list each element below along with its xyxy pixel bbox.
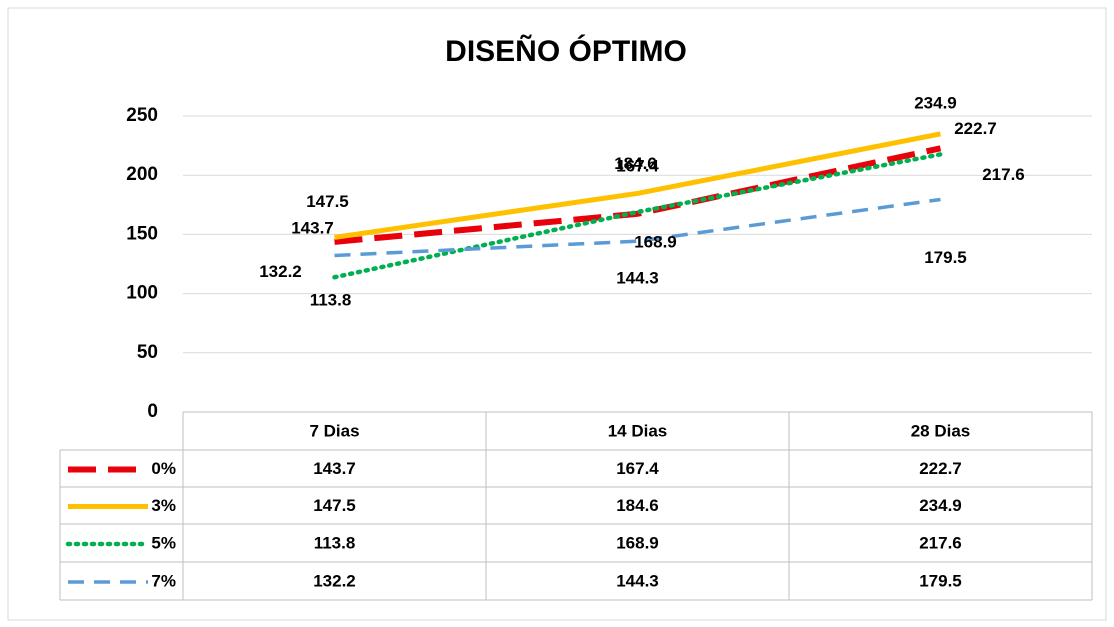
data-label: 167.4 (616, 156, 659, 175)
x-tick-label: 14 Dias (608, 421, 668, 440)
data-label: 144.3 (616, 269, 659, 288)
series-line (334, 197, 941, 258)
y-tick-label: 100 (126, 283, 158, 304)
legend-label: 3% (151, 496, 176, 515)
series-line (332, 152, 943, 280)
data-label: 147.5 (306, 192, 349, 211)
series-line (334, 131, 941, 240)
data-label: 113.8 (310, 291, 352, 310)
legend-label: 0% (151, 459, 176, 478)
data-label: 184.6 (614, 154, 657, 173)
data-label: 222.7 (954, 119, 997, 138)
legend-label: 7% (151, 571, 176, 590)
x-tick-label: 28 Dias (911, 421, 971, 440)
data-label: 179.5 (924, 248, 967, 267)
chart-title: DISEÑO ÓPTIMO (445, 34, 687, 68)
y-tick-label: 250 (126, 105, 158, 126)
legend-label: 5% (151, 533, 176, 552)
table-value: 167.4 (616, 459, 659, 478)
table-value: 132.2 (313, 571, 356, 590)
x-tick-label: 7 Dias (309, 421, 359, 440)
table-value: 179.5 (919, 571, 962, 590)
data-label: 217.6 (982, 165, 1025, 184)
table-value: 234.9 (919, 496, 962, 515)
table-value: 144.3 (616, 571, 659, 590)
table-value: 168.9 (616, 533, 659, 552)
table-value: 113.8 (314, 533, 356, 552)
chart-border (7, 7, 1107, 621)
data-label: 132.2 (259, 262, 302, 281)
y-tick-label: 50 (137, 342, 158, 363)
table-value: 222.7 (919, 459, 962, 478)
y-tick-label: 0 (147, 401, 158, 422)
data-label: 143.7 (291, 218, 334, 237)
y-tick-label: 150 (126, 223, 158, 244)
data-label: 234.9 (914, 93, 957, 112)
table-value: 143.7 (313, 459, 356, 478)
table-value: 217.6 (919, 533, 962, 552)
table-value: 184.6 (616, 496, 659, 515)
series-line (334, 145, 942, 245)
data-label: 168.9 (634, 233, 677, 252)
table-value: 147.5 (313, 496, 356, 515)
y-tick-label: 200 (126, 164, 158, 185)
